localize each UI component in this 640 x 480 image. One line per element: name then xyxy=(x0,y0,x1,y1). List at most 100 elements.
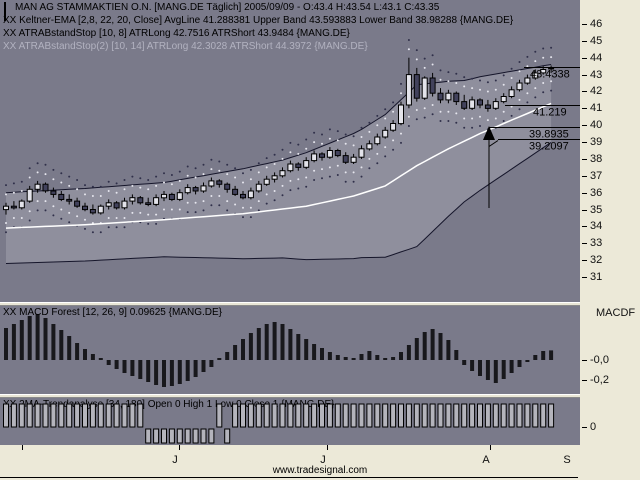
atr-stop-dot xyxy=(194,176,197,179)
atr-stop-dot xyxy=(281,157,284,160)
candlestick xyxy=(66,198,73,202)
macd-bar xyxy=(59,330,64,360)
atr-stop-dot xyxy=(431,63,434,66)
trend-bar xyxy=(176,428,183,444)
atr-stop-dot xyxy=(336,174,339,176)
time-axis-tick xyxy=(490,445,491,450)
pane-splitter[interactable] xyxy=(0,394,580,398)
macd-bar xyxy=(51,324,56,360)
trend-bar xyxy=(271,403,278,428)
atr-stop-dot xyxy=(257,209,260,212)
macd-bar xyxy=(272,322,277,360)
candlestick xyxy=(461,101,468,109)
macd-bar xyxy=(351,358,356,360)
price-pane[interactable]: 43.4338 41.219 39.8935 39.2097 MAN AG STAMM… xyxy=(0,0,580,302)
atr-stop-dot xyxy=(281,184,284,187)
macd-chart-canvas[interactable] xyxy=(0,306,580,394)
trend-bar xyxy=(240,403,246,428)
trend-bar xyxy=(89,403,96,428)
trend-bar xyxy=(255,403,262,428)
atr-stop-dot xyxy=(155,184,158,187)
atr-stop-dot xyxy=(313,131,316,134)
trend-pane[interactable]: XX 2MA-Trendanalyse [34, 180] Open 0 Hig… xyxy=(0,398,580,445)
macd-bar xyxy=(83,349,87,360)
candlestick xyxy=(477,99,483,106)
indicator-atr-stop-1: XX ATRABstandStop [10, 8] ATRLong 42.751… xyxy=(3,28,350,39)
atr-stop-dot xyxy=(321,133,323,136)
macd-bar xyxy=(438,333,443,360)
macd-bar xyxy=(446,340,451,360)
trend-bar xyxy=(42,403,49,428)
macd-bar xyxy=(327,352,332,360)
atr-stop-dot xyxy=(202,200,205,203)
candlestick xyxy=(429,77,436,94)
trend-bar xyxy=(429,403,436,428)
candlestick xyxy=(82,205,88,211)
axis-tick-dash xyxy=(582,90,587,92)
atr-stop-dot xyxy=(455,112,458,115)
atr-stop-dot xyxy=(289,151,292,154)
atr-stop-dot xyxy=(131,175,134,178)
atr-stop-dot xyxy=(479,115,481,118)
atr-stop-dot xyxy=(226,200,229,203)
trend-bar xyxy=(390,403,397,428)
trend-bar xyxy=(279,403,286,428)
atr-stop-dot xyxy=(289,141,292,144)
atr-stop-dot xyxy=(447,71,450,74)
atr-stop-dot xyxy=(321,177,323,180)
time-axis-label: J xyxy=(320,454,326,466)
atr-stop-dot xyxy=(289,189,292,192)
atr-stop-dot xyxy=(170,174,173,176)
candlestick xyxy=(18,200,25,209)
pane-splitter[interactable] xyxy=(0,302,580,306)
atr-stop-dot xyxy=(273,163,276,165)
atr-stop-dot xyxy=(321,142,323,145)
macd-bar xyxy=(391,357,396,360)
trend-bar xyxy=(421,403,428,428)
trend-bar xyxy=(398,403,404,428)
axis-tick: 32 xyxy=(582,254,602,266)
atr-stop-dot xyxy=(463,76,466,79)
atr-stop-dot xyxy=(242,206,244,209)
trend-chart-canvas[interactable] xyxy=(0,398,580,445)
macd-bar xyxy=(177,360,182,384)
macd-bar xyxy=(320,348,324,360)
atr-stop-dot xyxy=(147,222,150,225)
macd-bar xyxy=(241,339,245,360)
atr-stop-dot xyxy=(186,174,189,177)
signal-arrow xyxy=(483,126,495,140)
candlestick xyxy=(279,170,286,177)
axis-tick: 31 xyxy=(582,271,602,283)
macd-bar xyxy=(430,329,435,360)
atr-stop-dot xyxy=(115,217,118,219)
atr-stop-dot xyxy=(84,193,86,196)
atr-stop-dot xyxy=(265,166,268,169)
trend-bar xyxy=(477,403,483,428)
atr-stop-dot xyxy=(510,105,513,108)
atr-stop-dot xyxy=(249,178,252,181)
price-callout-label: 43.4338 xyxy=(530,69,570,81)
atr-stop-dot xyxy=(502,110,505,113)
atr-stop-dot xyxy=(486,119,489,122)
trend-bar xyxy=(3,403,9,428)
trend-bar xyxy=(192,428,199,444)
atr-stop-dot xyxy=(147,188,150,191)
macd-bar xyxy=(162,360,166,387)
time-axis-tick xyxy=(179,445,180,450)
candlestick xyxy=(366,143,373,150)
price-axis[interactable]: MACDF 46 45 44 43 42 41 40 39 38 37 36 35 34 33 32 31 -0… xyxy=(580,0,640,480)
axis-tick-dash xyxy=(582,359,587,361)
time-axis[interactable]: www.tradesignal.com J J A S xyxy=(0,445,640,480)
atr-stop-dot xyxy=(542,91,545,94)
macd-pane-label: MACDF xyxy=(596,307,636,319)
axis-tick-dash xyxy=(582,259,587,261)
trend-bar xyxy=(319,403,325,428)
window-icon xyxy=(4,2,13,21)
atr-stop-dot xyxy=(502,120,505,122)
time-axis-label: A xyxy=(482,454,490,466)
atr-stop-dot xyxy=(163,181,165,184)
atr-stop-dot xyxy=(423,57,426,60)
macd-pane[interactable]: XX MACD Forest [12, 26, 9] 0.09625 {MANG… xyxy=(0,306,580,394)
axis-tick: 44 xyxy=(582,52,602,64)
